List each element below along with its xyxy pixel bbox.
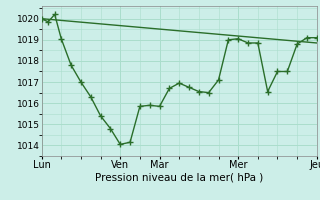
X-axis label: Pression niveau de la mer( hPa ): Pression niveau de la mer( hPa ) [95, 173, 263, 183]
